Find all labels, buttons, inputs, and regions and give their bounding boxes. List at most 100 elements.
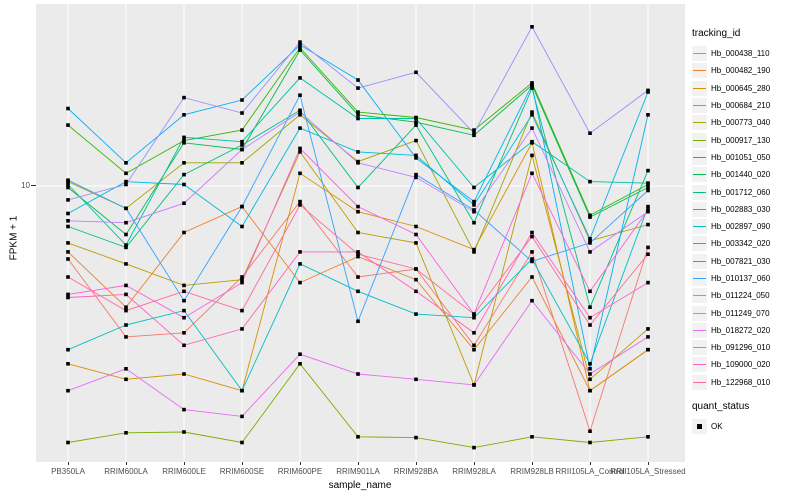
legend-key [692,80,707,96]
data-point [124,377,128,382]
data-point [66,347,70,352]
legend-label: Hb_011224_050 [711,291,770,301]
data-point [182,138,186,143]
data-point [66,250,70,254]
legend-item-Hb_000438_110: Hb_000438_110 [692,45,798,62]
x-tick-label-RRIM600PE: RRIM600PE [277,467,323,476]
legend-line-icon [693,70,706,72]
data-point [414,224,418,229]
data-point [356,150,360,154]
data-point [124,243,128,247]
data-point [298,126,302,130]
data-point [240,308,244,313]
x-tick-label-RRIM600LE: RRIM600LE [162,467,206,476]
data-point [66,178,70,182]
black-square-icon [697,424,702,430]
data-point [414,123,418,127]
data-point [588,236,592,241]
data-point [182,283,186,288]
data-point [356,116,360,121]
legend-line-icon [693,278,706,279]
legend-label: Hb_010137_060 [711,274,771,283]
data-point [66,106,70,111]
legend-item-Hb_000645_280: Hb_000645_280 [692,80,798,97]
legend-label: Hb_000645_280 [711,83,771,93]
plot-panel [36,4,685,462]
data-point [530,113,534,117]
x-tick-label-RRIM928LA: RRIM928LA [452,467,496,476]
data-point [356,86,360,90]
data-point [414,241,418,245]
data-point [298,262,302,266]
data-point [414,377,418,382]
data-point [240,111,244,115]
data-point [530,81,534,85]
data-point [588,131,592,135]
data-point [588,362,592,366]
legend-title-tracking-id: tracking_id [692,28,741,39]
y-tick-mark [31,185,36,186]
legend-item-Hb_000917_130: Hb_000917_130 [692,131,798,148]
data-point [182,161,186,165]
data-point [646,222,650,227]
legend-label: Hb_007821_030 [711,256,771,266]
data-point [240,204,244,209]
legend-item-Hb_003342_020: Hb_003342_020 [692,235,798,252]
legend-label: Hb_122968_010 [711,377,771,387]
legend-item-Hb_007821_030: Hb_007821_030 [692,253,798,270]
data-point [414,277,418,282]
data-point [298,40,302,44]
legend-item-Hb_011249_070: Hb_011249_070 [692,304,798,321]
data-point [298,146,302,151]
x-tick-mark [184,462,185,465]
data-point [66,123,70,127]
data-point [646,204,650,209]
data-point [240,128,244,132]
data-point [182,230,186,235]
data-point [356,110,360,114]
data-point [356,204,360,209]
data-point [124,335,128,339]
data-point [240,139,244,144]
data-point [182,201,186,205]
y-tick-label-10: 10 [21,181,30,190]
legend-key [692,271,707,286]
legend-line-icon [693,243,706,245]
data-point [646,245,650,250]
data-point [472,347,476,352]
y-axis-title-text: FPKM + 1 [8,215,20,261]
data-point [414,156,418,160]
data-point [356,185,360,190]
legend-key [692,357,707,373]
data-point [588,323,592,327]
legend-item-Hb_002883_030: Hb_002883_030 [692,201,798,218]
x-axis: PB350LA RRIM600LA RRIM600LE RRIM600SE RRIM60… [36,462,686,492]
data-point [646,188,650,193]
legend-item-Hb_001440_020: Hb_001440_020 [692,166,798,183]
data-point [414,232,418,237]
x-tick-mark [242,462,243,465]
data-point [182,430,186,434]
data-point [240,327,244,331]
data-point [530,250,534,254]
legend-key [692,236,707,252]
data-point [240,388,244,393]
data-point [414,435,418,440]
data-point [356,78,360,82]
x-tick-mark [126,462,127,465]
data-point [646,168,650,173]
data-point [472,185,476,190]
data-point [298,43,302,47]
legend-item-Hb_010137_060: Hb_010137_060 [692,270,798,287]
data-point [298,113,302,117]
data-point [182,172,186,177]
data-point [646,280,650,285]
data-point [646,252,650,256]
data-point [298,250,302,254]
data-point [356,289,360,294]
legend-key [692,184,707,200]
legend-item-Hb_000482_190: Hb_000482_190 [692,62,798,79]
data-point [240,414,244,419]
data-point [182,141,186,145]
legend-label: Hb_002883_030 [711,204,771,214]
